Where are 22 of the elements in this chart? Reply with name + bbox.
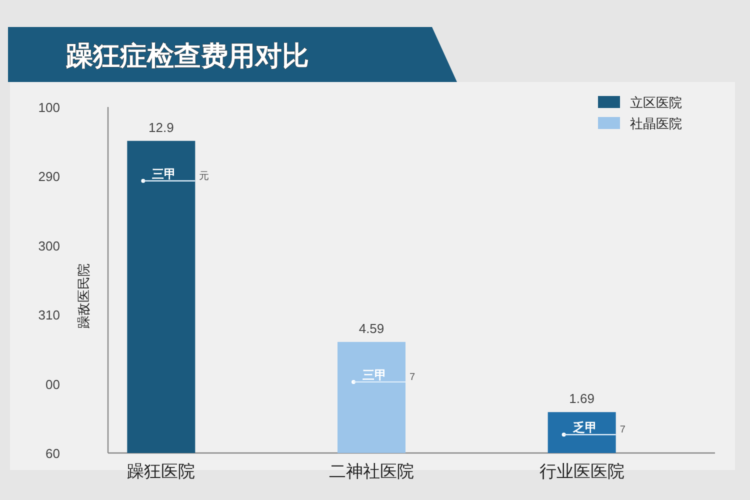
- x-tick-label: 躁狂医院: [127, 462, 196, 481]
- chart-title: 躁狂症检查费用对比: [65, 41, 309, 71]
- text: 100: [38, 100, 60, 115]
- text: 60: [46, 446, 60, 461]
- text: 00: [46, 376, 60, 392]
- text: 300: [38, 238, 60, 254]
- data-label: 12.9: [148, 120, 174, 135]
- annotation: 7: [620, 424, 626, 436]
- data-label: 4.59: [358, 320, 384, 336]
- annotation: 元: [199, 170, 210, 182]
- legend-label: 社晶医院: [630, 116, 682, 131]
- annotation: 7: [410, 372, 416, 383]
- text: 310: [38, 308, 60, 323]
- legend-label: 立区医院: [630, 95, 682, 110]
- x-tick-label: 行业医医院: [539, 462, 624, 481]
- text: 290: [38, 169, 60, 184]
- data-label: 1.69: [569, 391, 594, 406]
- annotation: 三甲: [152, 166, 176, 181]
- y-axis-title: 躁敌医民院: [76, 264, 91, 328]
- annotation: 乏甲: [572, 420, 597, 435]
- annotation: 三甲: [362, 368, 386, 382]
- x-tick-label: 二神社医院: [329, 462, 414, 481]
